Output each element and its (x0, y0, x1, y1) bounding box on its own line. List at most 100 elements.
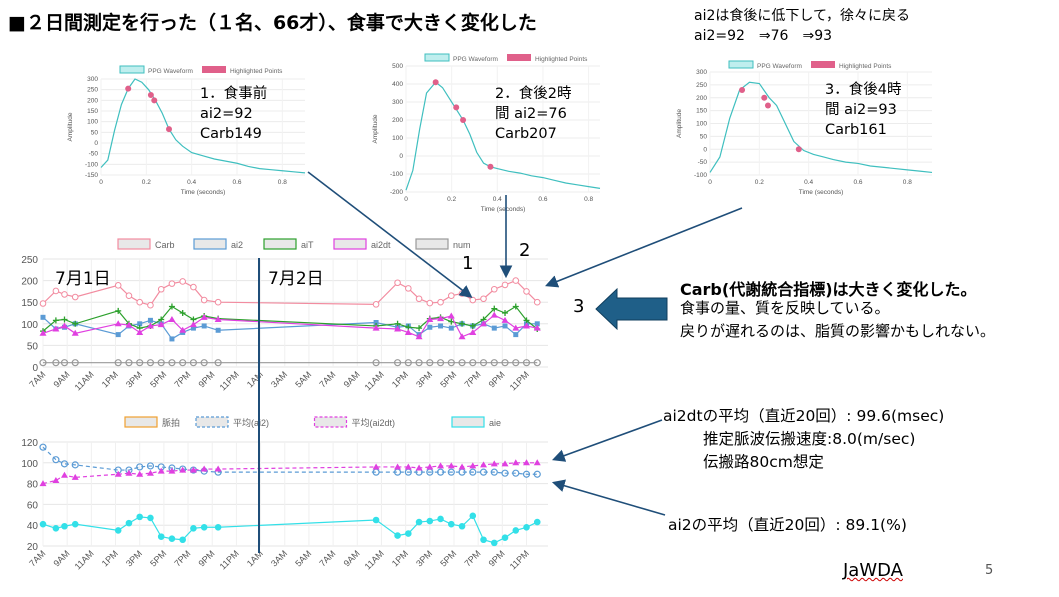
series-point (147, 514, 154, 522)
ppg-legend-points-swatch (202, 66, 226, 73)
series-point (39, 443, 47, 451)
series-point (372, 301, 380, 308)
series-point (438, 323, 444, 329)
ppg-highlight-point (795, 146, 802, 153)
y-tick: 0 (32, 363, 38, 374)
series-point (533, 324, 541, 331)
y-tick: 40 (27, 521, 39, 532)
y-tick: 80 (27, 480, 39, 491)
series-point (179, 359, 187, 367)
series-point (394, 325, 402, 332)
series-point (426, 517, 434, 525)
series-point (114, 527, 122, 534)
series-point (168, 359, 176, 367)
series-point (393, 359, 402, 367)
ppg-legend-points-swatch (811, 61, 835, 68)
y-tick: 150 (21, 298, 38, 309)
series-point (426, 359, 434, 367)
legend-label: 脈拍 (162, 417, 180, 428)
ppg-legend-points-label: Highlighted Points (230, 68, 283, 75)
series-point (479, 468, 488, 476)
carb-heading: Carb(代謝統合指標)は大きく変化した。 (680, 280, 977, 299)
series-point (189, 359, 198, 367)
series-point (71, 473, 79, 480)
ppg-x-tick: 0.8 (903, 179, 912, 186)
series-point (436, 468, 445, 476)
legend-swatch (333, 238, 367, 250)
ppg-highlight-point (739, 87, 746, 94)
series-point (458, 359, 466, 367)
legend-swatch (193, 238, 227, 250)
day-label-1: 7月1日 (55, 269, 111, 289)
marker-3: 3 (573, 296, 585, 317)
series-point (469, 462, 477, 469)
ppg-waveform-line (405, 81, 601, 191)
series-point (60, 471, 68, 478)
series-point (372, 359, 380, 367)
series-point (512, 527, 520, 534)
y-tick: 100 (21, 459, 38, 470)
series-point (169, 336, 175, 342)
series-point (490, 359, 498, 367)
series-point (459, 320, 466, 327)
ppg-x-tick: 0.4 (493, 196, 502, 203)
series-point (512, 469, 520, 477)
series-point (394, 532, 401, 539)
series-point (405, 530, 412, 537)
series-point (512, 359, 520, 367)
series-point (523, 322, 531, 329)
series-point (125, 321, 133, 328)
ppg-y-tick: 50 (91, 129, 99, 136)
ppg-x-tick: 0 (99, 179, 103, 186)
ppg-highlight-point (125, 85, 132, 92)
series-point (136, 359, 144, 367)
series-point (447, 359, 455, 367)
legend-label: 平均(ai2) (233, 417, 269, 428)
legend-swatch (263, 238, 297, 250)
series-point (533, 518, 541, 526)
legend-swatch (415, 238, 449, 250)
series-point (147, 301, 154, 309)
series-point (437, 462, 445, 469)
ppg-y-tick: -100 (85, 161, 98, 168)
ai2dt-note-line-3: 伝搬路80cm想定 (703, 453, 824, 471)
ppg2-line-3: Carb207 (495, 126, 557, 142)
ppg-y-tick: -100 (694, 172, 707, 179)
ppg-highlight-point (487, 163, 494, 170)
series-point (502, 310, 509, 316)
series-point (480, 295, 487, 303)
series-point (189, 466, 197, 473)
series-point (39, 300, 47, 307)
series-point (72, 320, 79, 327)
series-point (501, 534, 509, 541)
ppg-y-tick: -50 (89, 151, 99, 158)
series-point (458, 463, 466, 470)
series-point (447, 468, 455, 476)
series-point (501, 469, 509, 477)
series-point (415, 359, 423, 367)
series-point (372, 516, 380, 524)
brand-logo-text: JaWDA (843, 560, 903, 581)
ppg-y-tick: 0 (703, 146, 707, 153)
ppg-x-axis-label: Time (seconds) (481, 206, 526, 213)
series-point (71, 461, 79, 469)
series-point (479, 359, 488, 367)
series-point (179, 326, 187, 333)
ai2dt-note-line-2: 推定脈波伝搬速度:8.0(m/sec) (703, 430, 916, 448)
series-point (416, 325, 423, 332)
series-point (490, 285, 498, 293)
series-point (447, 462, 455, 469)
series-point (168, 535, 176, 543)
series-point (125, 292, 133, 300)
series-point (502, 323, 508, 329)
series-point (61, 316, 68, 323)
series-point (114, 282, 122, 289)
ppg-y-tick: 500 (392, 63, 403, 70)
ppg-y-tick: 200 (87, 97, 98, 104)
ai2dt-note: ai2dtの平均（直近20回）: 99.6(msec) 推定脈波伝搬速度:8.0… (663, 405, 944, 474)
series-point (200, 359, 208, 367)
series-point (415, 295, 423, 303)
ppg-x-tick: 0.6 (853, 179, 862, 186)
ppg-x-tick: 0.2 (142, 179, 151, 186)
carb-body-line-1: 食事の量、質を反映している。 (680, 299, 890, 317)
